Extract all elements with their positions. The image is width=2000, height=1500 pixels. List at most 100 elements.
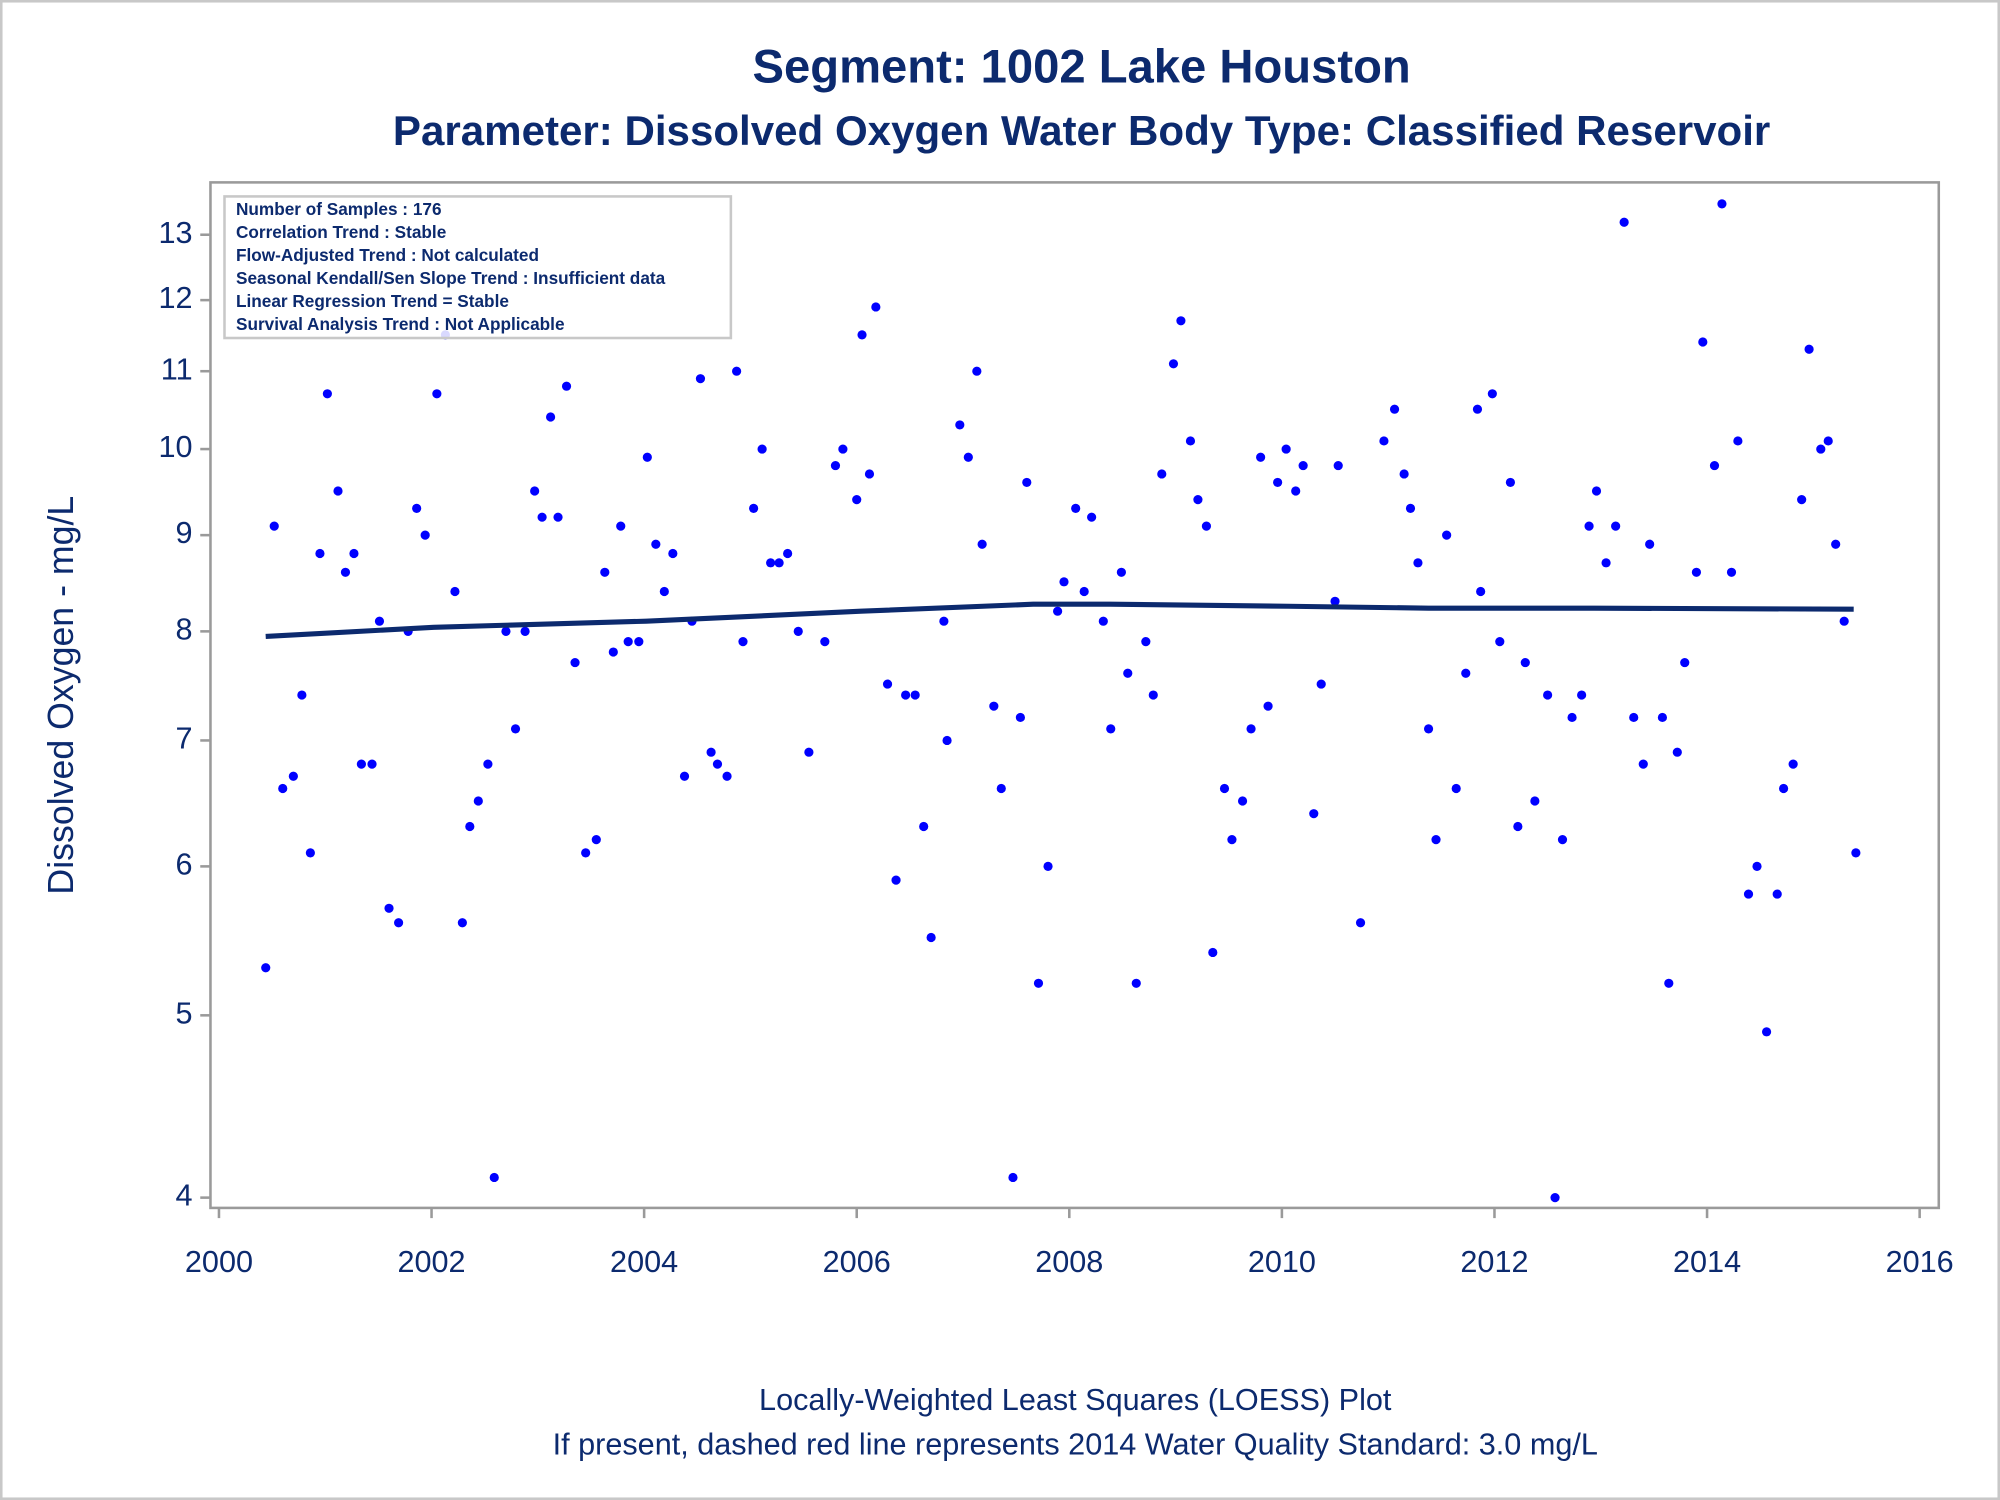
data-point [356, 759, 366, 769]
y-tick-label: 10 [159, 430, 193, 464]
data-point [261, 963, 271, 973]
data-point [783, 548, 793, 559]
data-point [420, 530, 430, 540]
data-point [1645, 539, 1655, 549]
data-point [1778, 783, 1789, 794]
data-point [942, 735, 952, 746]
data-point [1472, 404, 1483, 414]
data-point [757, 444, 767, 454]
data-point [749, 503, 759, 513]
data-point [1788, 759, 1798, 769]
data-point [642, 452, 652, 462]
data-point [857, 330, 867, 340]
data-point [1672, 747, 1682, 757]
data-point [1053, 606, 1063, 616]
data-point [1530, 796, 1540, 806]
annotation-lines: Number of Samples : 176 Correlation Trend… [236, 199, 666, 334]
data-point [1726, 567, 1737, 577]
data-point [919, 821, 929, 832]
data-point [1201, 521, 1212, 531]
data-point [384, 903, 394, 913]
y-tick-label: 11 [161, 352, 193, 386]
data-point [1008, 1172, 1018, 1183]
data-point [288, 771, 298, 781]
data-point [1831, 539, 1841, 549]
x-tick-label: 2012 [1460, 1245, 1528, 1279]
data-point [616, 521, 626, 531]
data-point [530, 486, 540, 496]
y-tick-label: 7 [176, 722, 193, 756]
data-point [668, 548, 678, 559]
x-tick-label: 2006 [823, 1245, 891, 1279]
data-point [1611, 521, 1621, 531]
x-tick-label: 2010 [1248, 1245, 1316, 1279]
data-point [1495, 637, 1505, 647]
data-point [1487, 389, 1497, 399]
data-point [804, 747, 814, 757]
data-point [1123, 668, 1133, 678]
x-tick-label: 2008 [1035, 1245, 1103, 1279]
data-point [882, 679, 893, 689]
plot-area [209, 181, 1941, 1210]
y-tick-label: 8 [176, 612, 193, 646]
data-point [1513, 821, 1523, 832]
data-point [1157, 469, 1167, 479]
data-point [1823, 436, 1833, 446]
data-point [1717, 199, 1727, 209]
data-point [1804, 344, 1814, 354]
data-point [457, 918, 467, 928]
data-point [1591, 486, 1602, 496]
data-point [1698, 337, 1708, 347]
data-point [1015, 712, 1025, 723]
data-point [1355, 918, 1366, 928]
data-point [864, 469, 875, 479]
data-point [1567, 712, 1577, 723]
data-point [712, 759, 723, 769]
data-point [1379, 436, 1389, 446]
annotation-box [223, 195, 733, 340]
data-point [1298, 460, 1308, 471]
data-point [623, 637, 633, 647]
data-point [581, 848, 591, 858]
data-point [1227, 835, 1237, 845]
data-point [1557, 835, 1568, 845]
data-point [1330, 596, 1340, 606]
annotation: Number of Samples : 176 [236, 199, 442, 219]
data-point [489, 1172, 499, 1183]
data-point [450, 586, 460, 597]
data-point [1079, 586, 1089, 597]
data-point [972, 366, 982, 376]
data-point [1797, 495, 1807, 505]
data-point [1761, 1027, 1772, 1037]
annotation: Correlation Trend : Stable [236, 222, 446, 242]
data-point [1022, 477, 1032, 488]
data-point [591, 835, 601, 845]
data-point [1281, 444, 1291, 454]
data-point [1431, 835, 1441, 845]
data-point [1816, 444, 1826, 454]
loess-line [265, 601, 1854, 640]
data-point [322, 389, 332, 399]
data-point [1116, 567, 1126, 577]
data-point [1043, 861, 1053, 871]
data-point [1584, 521, 1594, 531]
annotation: Seasonal Kendall/Sen Slope Trend : Insuf… [236, 268, 666, 288]
data-point [1664, 978, 1674, 988]
data-point [1131, 978, 1141, 988]
data-point [520, 626, 530, 636]
data-point [1399, 469, 1409, 479]
footnote: If present, dashed red line represents 2… [553, 1428, 1598, 1462]
data-point [305, 848, 315, 858]
data-point [1333, 460, 1343, 471]
data-point [1505, 477, 1516, 488]
y-axis-label: Dissolved Oxygen - mg/L [41, 496, 81, 895]
data-point [349, 548, 359, 559]
data-point [374, 616, 385, 626]
data-point [766, 558, 776, 568]
data-point [989, 701, 999, 711]
x-tick-label: 2000 [185, 1245, 253, 1279]
data-point [1476, 586, 1486, 597]
data-point [570, 657, 580, 668]
